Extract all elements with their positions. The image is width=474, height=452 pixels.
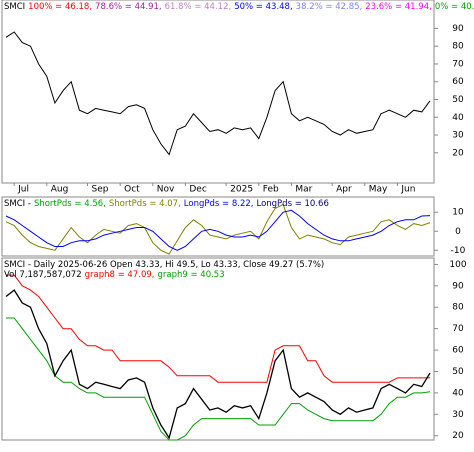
y-tick-label: 20 — [452, 148, 464, 158]
y-tick-label: -10 — [451, 246, 466, 256]
x-tick-label: May — [369, 185, 388, 195]
header-item: ShortPds = 4.07, — [109, 199, 181, 209]
x-tick-label: Apr — [336, 185, 352, 195]
header-item: LongPds = 8.22, — [184, 199, 254, 209]
header-item: graph8 = 47.09, — [85, 270, 155, 280]
header-item: SMCI - — [4, 199, 31, 209]
plot-area — [1, 0, 435, 184]
x-tick-label: Aug — [51, 185, 69, 195]
x-tick-label: Jun — [400, 185, 415, 195]
y-tick-label: 90 — [452, 24, 464, 34]
y-tick-label: 40 — [452, 113, 464, 123]
x-tick-label: 2025 — [230, 185, 253, 195]
series-line — [5, 31, 431, 156]
header-item: 23.6% = 41.94, — [365, 2, 432, 12]
y-tick-label: 60 — [452, 346, 464, 356]
series-line — [5, 289, 431, 440]
header-item: graph9 = 40.53 — [157, 270, 224, 280]
y-tick-label: 60 — [452, 77, 464, 87]
series-line — [6, 317, 431, 441]
header-item: 78.6% = 44.91, — [95, 2, 162, 12]
series-line — [5, 209, 431, 251]
y-tick-label: 30 — [452, 131, 464, 141]
x-tick-label: Dec — [189, 185, 206, 195]
header-item: LongPds = 10.66 — [256, 199, 328, 209]
y-tick-label: 80 — [452, 303, 464, 313]
header-item: 0% = 40.78 — [435, 2, 474, 12]
y-tick-label: 70 — [452, 59, 464, 69]
x-tick-label: Sep — [92, 185, 109, 195]
x-tick-label: Feb — [263, 185, 279, 195]
y-tick-label: 90 — [452, 281, 464, 291]
series-line — [5, 203, 431, 255]
plot-area — [1, 257, 435, 441]
header-item: SMCI - Daily 2025-06-26 Open 43.33, Hi 4… — [4, 260, 324, 270]
header-item: 61.8% = 44.12, — [165, 2, 232, 12]
y-tick-label: 10 — [452, 208, 464, 218]
y-tick-label: 100 — [449, 260, 466, 270]
y-tick-label: 40 — [452, 388, 464, 398]
y-tick-label: 50 — [452, 367, 464, 377]
x-tick-label: Jul — [17, 185, 29, 195]
panel-header: SMCI - Daily 2025-06-26 Open 43.33, Hi 4… — [4, 260, 324, 270]
panel-header: SMCI 100% = 46.18, 78.6% = 44.91, 61.8% = 4… — [4, 2, 474, 12]
header-item: 50% = 43.48, — [234, 2, 292, 12]
header-item: Vol 7,187,587,072 — [4, 270, 82, 280]
y-tick-label: 30 — [452, 410, 464, 420]
plot-area — [1, 196, 435, 257]
y-tick-label: 0 — [455, 227, 461, 237]
y-tick-label: 20 — [452, 431, 464, 441]
header-item: SMCI — [4, 2, 25, 12]
x-tick-label: Nov — [157, 185, 175, 195]
y-tick-label: 50 — [452, 95, 464, 105]
header-item: ShortPds = 4.56, — [34, 199, 106, 209]
header-item: 100% = 46.18, — [28, 2, 92, 12]
y-tick-label: 80 — [452, 42, 464, 52]
y-tick-label: 70 — [452, 324, 464, 334]
panel-header: SMCI - ShortPds = 4.56, ShortPds = 4.07, Lo… — [4, 199, 329, 209]
series-line — [6, 274, 431, 383]
header-item: 38.2% = 42.85, — [296, 2, 363, 12]
panel-header: Vol 7,187,587,072 graph8 = 47.09, graph9 =… — [4, 270, 225, 280]
x-tick-label: Mar — [295, 185, 312, 195]
x-tick-label: Oct — [124, 185, 140, 195]
